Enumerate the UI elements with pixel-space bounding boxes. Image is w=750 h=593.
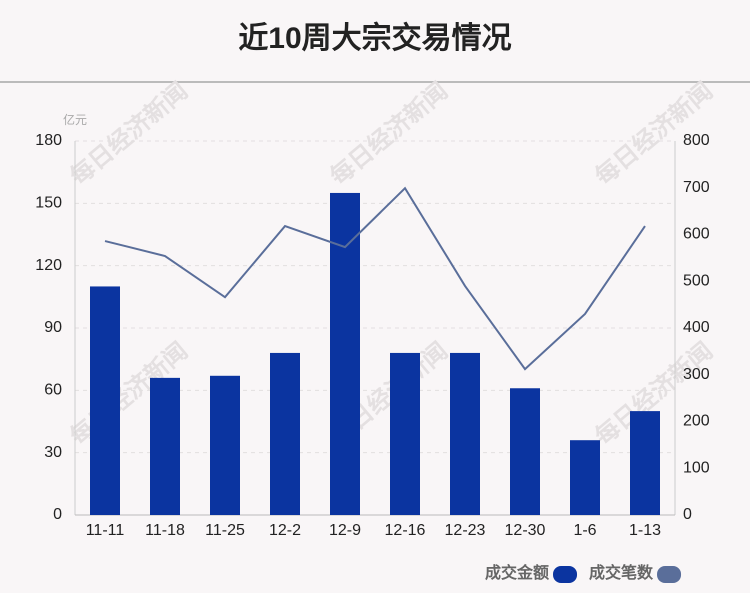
bar [510,388,540,515]
y2-tick-label: 800 [683,132,710,149]
y-tick-label: 60 [44,382,62,399]
line [104,186,646,371]
bar [90,286,120,515]
y-tick-label: 90 [44,319,62,336]
legend-swatch [657,566,682,583]
y2-tick-label: 0 [683,506,692,523]
bar [630,411,660,515]
bar [330,192,360,515]
x-tick-label: 11-11 [86,522,125,539]
y2-tick-label: 200 [683,413,710,430]
bar [390,352,420,515]
legend-label: 成交笔数 [589,563,654,582]
y-tick-label: 30 [44,444,62,461]
y-tick-label: 150 [35,195,62,212]
x-tick-label: 11-18 [145,522,185,539]
y2-tick-label: 500 [683,272,710,289]
y-tick-label: 0 [53,506,62,523]
y-tick-label: 120 [35,257,62,274]
legend-swatch [553,566,578,583]
x-tick-label: 12-16 [385,522,426,539]
y2-tick-label: 400 [683,319,710,336]
x-tick-label: 12-23 [445,522,486,539]
x-tick-label: 12-2 [269,522,301,539]
bar [570,440,600,515]
x-tick-label: 12-30 [505,522,546,539]
bar [270,352,300,515]
bar [450,352,480,515]
y2-tick-label: 100 [683,459,710,476]
legend-label: 成交金额 [485,563,549,582]
bar [150,377,180,515]
chart-title: 近10周大宗交易情况 [238,21,511,55]
x-tick-label: 12-9 [329,522,361,539]
y2-tick-label: 600 [683,226,710,243]
y-tick-label: 180 [35,132,62,149]
y2-tick-label: 300 [683,366,710,383]
x-tick-label: 1-13 [629,522,661,539]
y-unit: 亿元 [63,112,87,127]
y2-tick-label: 700 [683,179,710,196]
x-tick-label: 11-25 [205,522,245,539]
x-tick-label: 1-6 [573,522,596,539]
bar [210,375,240,515]
